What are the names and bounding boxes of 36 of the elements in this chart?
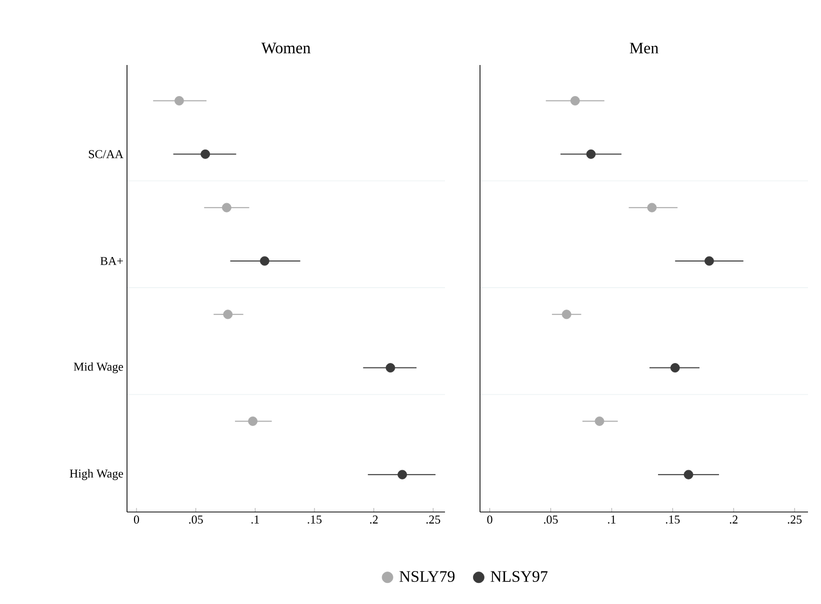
- point: [704, 256, 714, 266]
- point: [174, 96, 184, 106]
- chart-title: Men: [630, 42, 658, 54]
- point: [586, 149, 596, 159]
- point: [248, 416, 258, 426]
- x-tick-label: .05: [544, 516, 558, 524]
- x-tick-label: .05: [189, 516, 203, 524]
- x-tick-label: 0: [487, 516, 492, 524]
- x-tick-label: 0: [134, 516, 140, 524]
- legend-label: NSLY79: [399, 571, 455, 582]
- chart-title: Women: [261, 42, 310, 54]
- x-tick-label: .1: [251, 516, 259, 524]
- point: [670, 363, 680, 372]
- point: [562, 310, 572, 320]
- point: [386, 363, 396, 372]
- x-tick-label: .25: [426, 516, 440, 524]
- point: [570, 96, 580, 106]
- x-tick-label: .2: [730, 516, 738, 524]
- x-tick-label: .25: [788, 516, 802, 524]
- legend-label: NLSY97: [490, 571, 548, 582]
- y-tick-label: BA+: [100, 257, 123, 265]
- x-tick-label: .1: [608, 516, 616, 524]
- point: [223, 310, 233, 320]
- point: [684, 470, 694, 480]
- point: [222, 202, 232, 212]
- x-tick-label: .15: [666, 516, 680, 524]
- x-tick-label: .15: [308, 516, 322, 524]
- y-tick-label: Mid Wage: [74, 362, 124, 374]
- x-tick-label: .2: [370, 516, 378, 524]
- point: [398, 470, 407, 480]
- point: [200, 149, 210, 159]
- point: [647, 202, 657, 212]
- y-tick-label: SC/AA: [88, 150, 124, 158]
- point: [594, 416, 604, 426]
- y-tick-label: High Wage: [70, 469, 124, 480]
- point: [260, 256, 270, 266]
